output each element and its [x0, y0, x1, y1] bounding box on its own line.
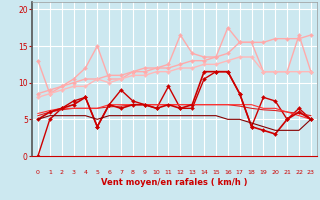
X-axis label: Vent moyen/en rafales ( km/h ): Vent moyen/en rafales ( km/h ) — [101, 178, 248, 187]
